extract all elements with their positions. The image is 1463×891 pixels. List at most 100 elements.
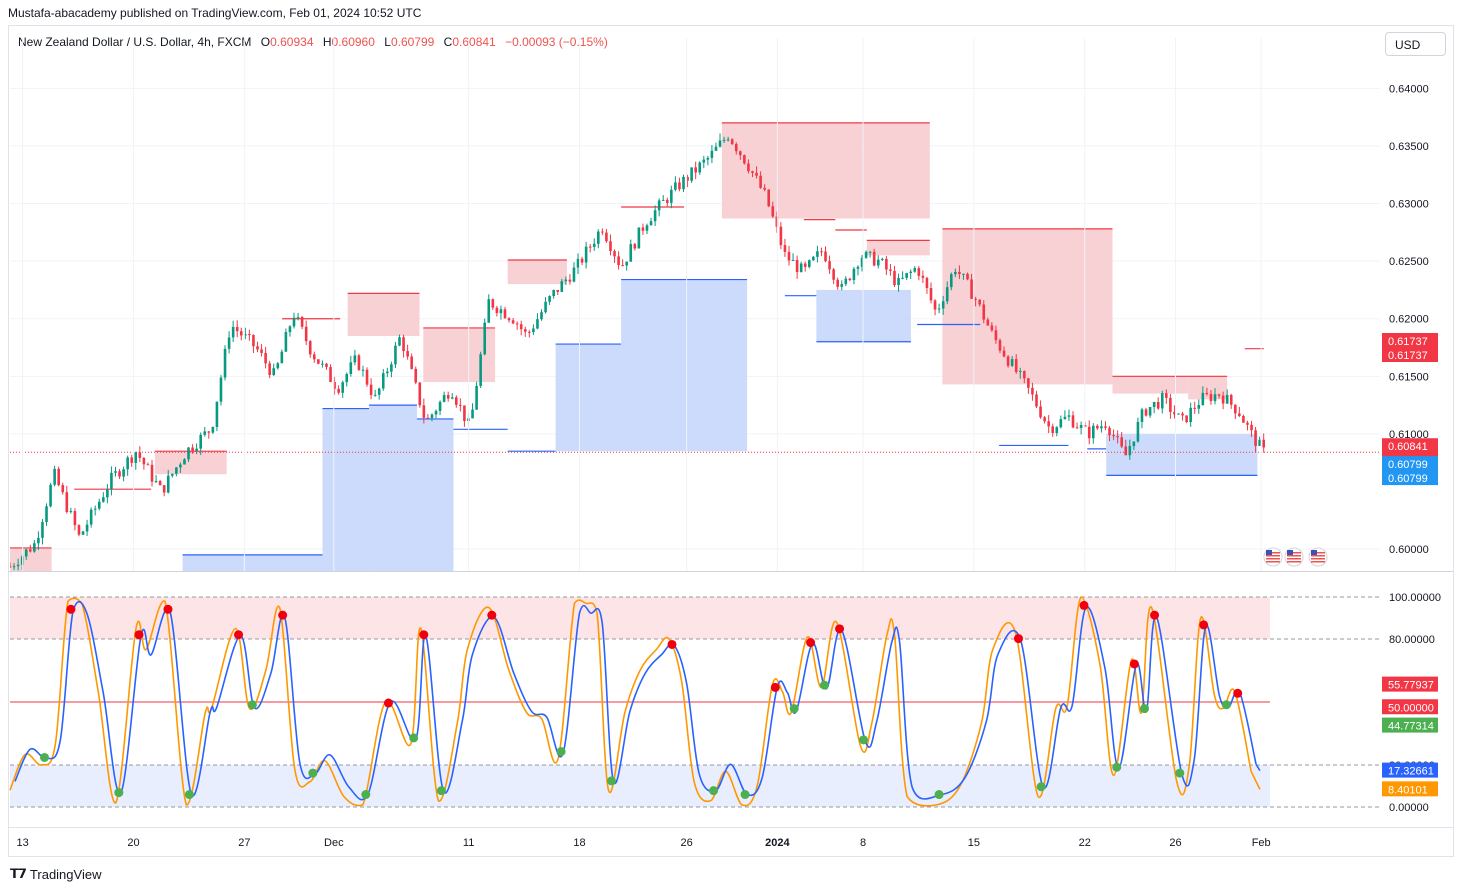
candle-body [982, 304, 986, 320]
candle-body [572, 267, 576, 282]
candle-body [321, 363, 324, 365]
candle-body [93, 508, 97, 510]
flag-stripe [1266, 552, 1280, 554]
candle-body [714, 146, 718, 151]
chart-frame [8, 25, 1454, 857]
price-axis-tag-label: 0.60841 [1388, 441, 1428, 453]
symbol-legend: New Zealand Dollar / U.S. Dollar, 4h, FX… [18, 35, 608, 49]
candle-body [357, 355, 361, 370]
symbol-name[interactable]: New Zealand Dollar / U.S. Dollar, 4h, FX… [18, 35, 252, 49]
candle-body [592, 243, 596, 247]
candle-body [759, 175, 762, 188]
sell-signal-dot [134, 630, 144, 640]
osc-axis-tag [1382, 676, 1438, 692]
candle-body [625, 261, 629, 266]
candle-body [227, 337, 231, 349]
time-tick-label: 27 [238, 837, 250, 849]
candle-body [1258, 439, 1261, 446]
buy-signal-dot [184, 790, 194, 800]
candle-body [613, 251, 616, 257]
flag-stripe [1311, 558, 1325, 560]
candle-body [1193, 407, 1197, 409]
candle-body [1108, 427, 1111, 436]
candle-body [450, 397, 454, 399]
buy-signal-dot [409, 733, 419, 743]
candle-body [1233, 404, 1237, 414]
candle-body [1173, 411, 1176, 415]
flag-stripe [1266, 558, 1280, 560]
price-tick-label: 0.62000 [1389, 314, 1429, 326]
candle-body [532, 328, 535, 333]
candle-body [1148, 407, 1152, 416]
candle-body [519, 324, 523, 330]
candle-body [81, 531, 85, 535]
candle-body [191, 447, 194, 451]
candle-body [747, 163, 750, 172]
flag-stripe [1287, 552, 1301, 554]
time-tick-label: 8 [860, 837, 866, 849]
candle-body [1262, 439, 1265, 448]
candle-body [515, 323, 519, 325]
candle-body [235, 326, 239, 332]
candle-body [256, 346, 259, 350]
buy-signal-dot [1175, 768, 1185, 778]
currency-button[interactable]: USD [1385, 32, 1446, 56]
buy-signal-dot [1221, 700, 1231, 710]
buy-signal-dot [709, 786, 719, 796]
candle-body [1120, 437, 1123, 447]
candle-body [722, 139, 726, 141]
candle-body [1152, 401, 1156, 408]
osc-axis-tag-label: 44.77314 [1388, 721, 1434, 733]
candle-body [1087, 426, 1091, 439]
candle-body [649, 221, 653, 226]
resistance-zone [423, 327, 496, 383]
candle-body [16, 564, 20, 567]
price-tick-label: 0.60000 [1389, 544, 1429, 556]
candle-body [146, 464, 150, 466]
price-tick-label: 0.64000 [1389, 83, 1429, 95]
candle-body [422, 405, 426, 418]
candle-body [199, 434, 202, 449]
candle-body [337, 388, 340, 393]
candle-body [909, 271, 913, 273]
candle-body [1217, 394, 1221, 396]
candle-body [511, 320, 515, 324]
candle-body [377, 388, 381, 395]
candle-body [665, 199, 669, 203]
candle-body [1169, 397, 1172, 412]
candle-body [223, 348, 227, 378]
candle-body [203, 431, 207, 435]
candle-body [775, 216, 779, 227]
candle-body [860, 257, 864, 267]
stoch-d-tail [1250, 770, 1261, 790]
time-tick-label: 26 [1169, 837, 1181, 849]
candle-body [1156, 401, 1160, 409]
candle-body [1197, 404, 1201, 409]
candle-body [276, 363, 280, 369]
candle-body [61, 485, 65, 493]
support-zone [369, 405, 417, 571]
candle-body [726, 139, 730, 141]
candle-body [601, 231, 604, 233]
candle-body [1091, 425, 1095, 439]
oversold-zone [10, 765, 1270, 807]
candle-body [260, 349, 263, 353]
overbought-zone [10, 597, 1270, 639]
sell-signal-dot [66, 604, 76, 614]
candle-body [893, 270, 896, 286]
candle-body [483, 322, 487, 355]
candle-body [990, 325, 994, 331]
candle-body [296, 317, 300, 319]
price-axis-tag [1382, 470, 1438, 486]
candle-body [430, 414, 434, 418]
us-flag-icon [1284, 547, 1304, 567]
candle-body [560, 281, 564, 292]
candle-body [1104, 426, 1107, 428]
candle-body [463, 405, 466, 422]
candle-body [1160, 393, 1164, 409]
buy-signal-dot [361, 790, 371, 800]
candle-body [803, 263, 807, 267]
candle-body [414, 368, 418, 383]
candle-body [1014, 359, 1018, 372]
